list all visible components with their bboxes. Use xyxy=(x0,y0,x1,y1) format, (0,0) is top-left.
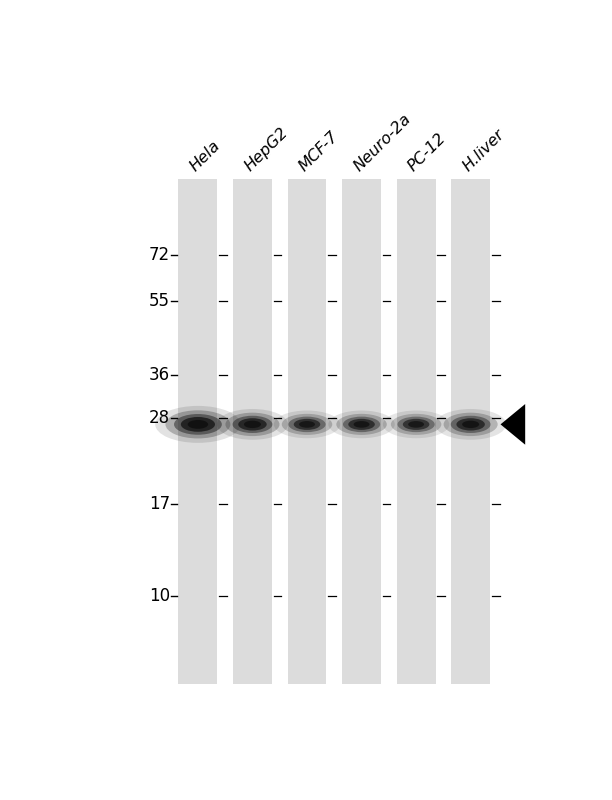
Ellipse shape xyxy=(165,410,230,438)
Ellipse shape xyxy=(444,413,498,436)
Text: MCF-7: MCF-7 xyxy=(296,129,341,174)
Text: 72: 72 xyxy=(149,246,170,264)
Bar xyxy=(179,179,217,684)
Ellipse shape xyxy=(435,409,506,440)
Ellipse shape xyxy=(274,410,340,438)
Bar xyxy=(451,179,490,684)
Ellipse shape xyxy=(462,421,479,428)
Ellipse shape xyxy=(155,406,241,443)
Bar xyxy=(233,179,272,684)
Ellipse shape xyxy=(217,409,288,440)
Ellipse shape xyxy=(354,421,370,428)
Ellipse shape xyxy=(348,419,375,430)
Text: Neuro-2a: Neuro-2a xyxy=(351,111,414,174)
Ellipse shape xyxy=(343,417,380,432)
Ellipse shape xyxy=(398,417,435,432)
Bar xyxy=(342,179,381,684)
Ellipse shape xyxy=(450,416,491,433)
Text: Hela: Hela xyxy=(187,138,223,174)
Ellipse shape xyxy=(391,414,441,435)
Text: 55: 55 xyxy=(149,293,170,310)
Text: 28: 28 xyxy=(149,409,170,427)
Ellipse shape xyxy=(408,421,424,428)
Ellipse shape xyxy=(457,418,485,430)
Text: HepG2: HepG2 xyxy=(242,125,291,174)
Bar xyxy=(397,179,436,684)
Ellipse shape xyxy=(288,417,326,432)
Polygon shape xyxy=(501,404,525,445)
Bar xyxy=(288,179,326,684)
Ellipse shape xyxy=(244,421,261,428)
Ellipse shape xyxy=(337,414,387,435)
Ellipse shape xyxy=(233,416,272,433)
Ellipse shape xyxy=(174,414,222,434)
Ellipse shape xyxy=(329,410,395,438)
Ellipse shape xyxy=(225,413,280,436)
Ellipse shape xyxy=(299,421,315,428)
Ellipse shape xyxy=(188,420,208,429)
Ellipse shape xyxy=(282,414,332,435)
Text: PC-12: PC-12 xyxy=(406,130,449,174)
Text: 17: 17 xyxy=(149,495,170,514)
Ellipse shape xyxy=(383,410,449,438)
Ellipse shape xyxy=(181,417,215,432)
Ellipse shape xyxy=(294,419,320,430)
Ellipse shape xyxy=(403,419,430,430)
Text: 10: 10 xyxy=(149,587,170,605)
Text: 36: 36 xyxy=(149,366,170,384)
Ellipse shape xyxy=(238,418,267,430)
Text: H.liver: H.liver xyxy=(460,126,507,174)
